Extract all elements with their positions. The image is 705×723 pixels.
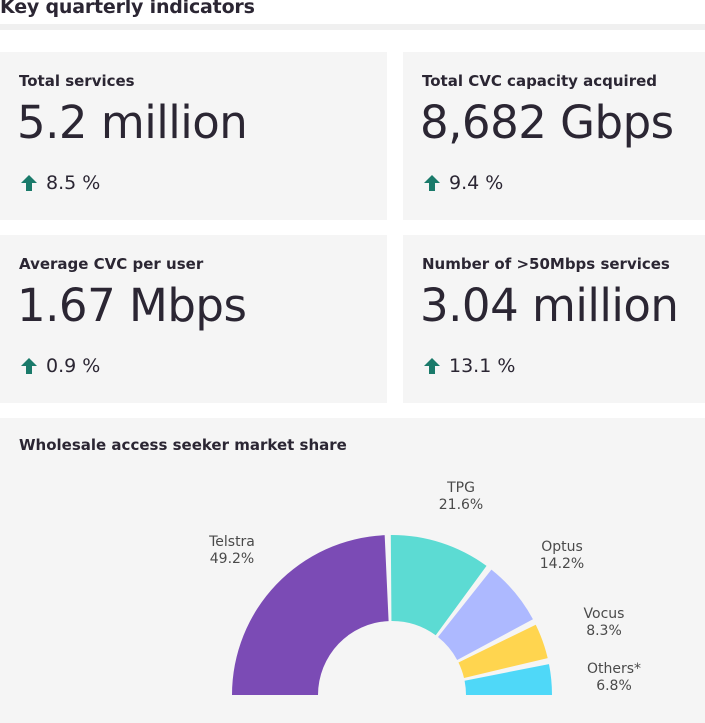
slice-optus	[437, 569, 533, 660]
indicator-card-50mbps-services: Number of >50Mbps services 3.04 million …	[403, 235, 705, 403]
indicator-change-text: 8.5 %	[46, 172, 101, 194]
chart-title: Wholesale access seeker market share	[19, 436, 347, 454]
indicator-card-total-services: Total services 5.2 million 8.5 %	[0, 52, 387, 220]
slice-value-label: 8.3%	[586, 623, 622, 639]
market-share-chart-card: Wholesale access seeker market share Tel…	[0, 418, 705, 723]
slice-value-label: 49.2%	[210, 551, 254, 567]
indicator-change: 8.5 %	[19, 172, 100, 194]
indicator-change-text: 0.9 %	[46, 355, 101, 377]
indicator-value: 5.2 million	[17, 96, 248, 149]
indicator-value: 1.67 Mbps	[17, 279, 247, 332]
title-divider	[0, 24, 705, 30]
slice-label: Others*	[587, 661, 641, 677]
indicator-change: 9.4 %	[422, 172, 503, 194]
slice-label: Vocus	[584, 606, 625, 622]
indicator-value: 3.04 million	[420, 279, 679, 332]
slice-value-label: 6.8%	[596, 678, 632, 694]
slice-value-label: 14.2%	[540, 556, 584, 572]
page-title: Key quarterly indicators	[0, 0, 255, 18]
slice-label: Telstra	[208, 534, 255, 550]
indicator-label: Number of >50Mbps services	[422, 255, 670, 273]
arrow-up-icon	[424, 175, 440, 191]
arrow-up-icon	[21, 358, 37, 374]
indicator-label: Total CVC capacity acquired	[422, 72, 658, 90]
indicator-card-cvc-capacity: Total CVC capacity acquired 8,682 Gbps 9…	[403, 52, 705, 220]
slice-tpg	[390, 535, 487, 636]
indicator-label: Total services	[19, 72, 135, 90]
arrow-up-icon	[424, 358, 440, 374]
indicator-card-average-cvc: Average CVC per user 1.67 Mbps 0.9 %	[0, 235, 387, 403]
slice-value-label: 21.6%	[439, 497, 483, 513]
slice-label: Optus	[541, 539, 583, 555]
slice-others	[464, 664, 552, 695]
arrow-up-icon	[21, 175, 37, 191]
slice-vocus	[458, 624, 548, 678]
indicator-label: Average CVC per user	[19, 255, 204, 273]
indicator-value: 8,682 Gbps	[420, 96, 674, 149]
indicator-change-text: 13.1 %	[449, 355, 516, 377]
indicator-change: 13.1 %	[422, 355, 515, 377]
slice-telstra	[232, 535, 389, 695]
slice-label: TPG	[446, 480, 475, 496]
indicator-change-text: 9.4 %	[449, 172, 504, 194]
indicator-change: 0.9 %	[19, 355, 100, 377]
